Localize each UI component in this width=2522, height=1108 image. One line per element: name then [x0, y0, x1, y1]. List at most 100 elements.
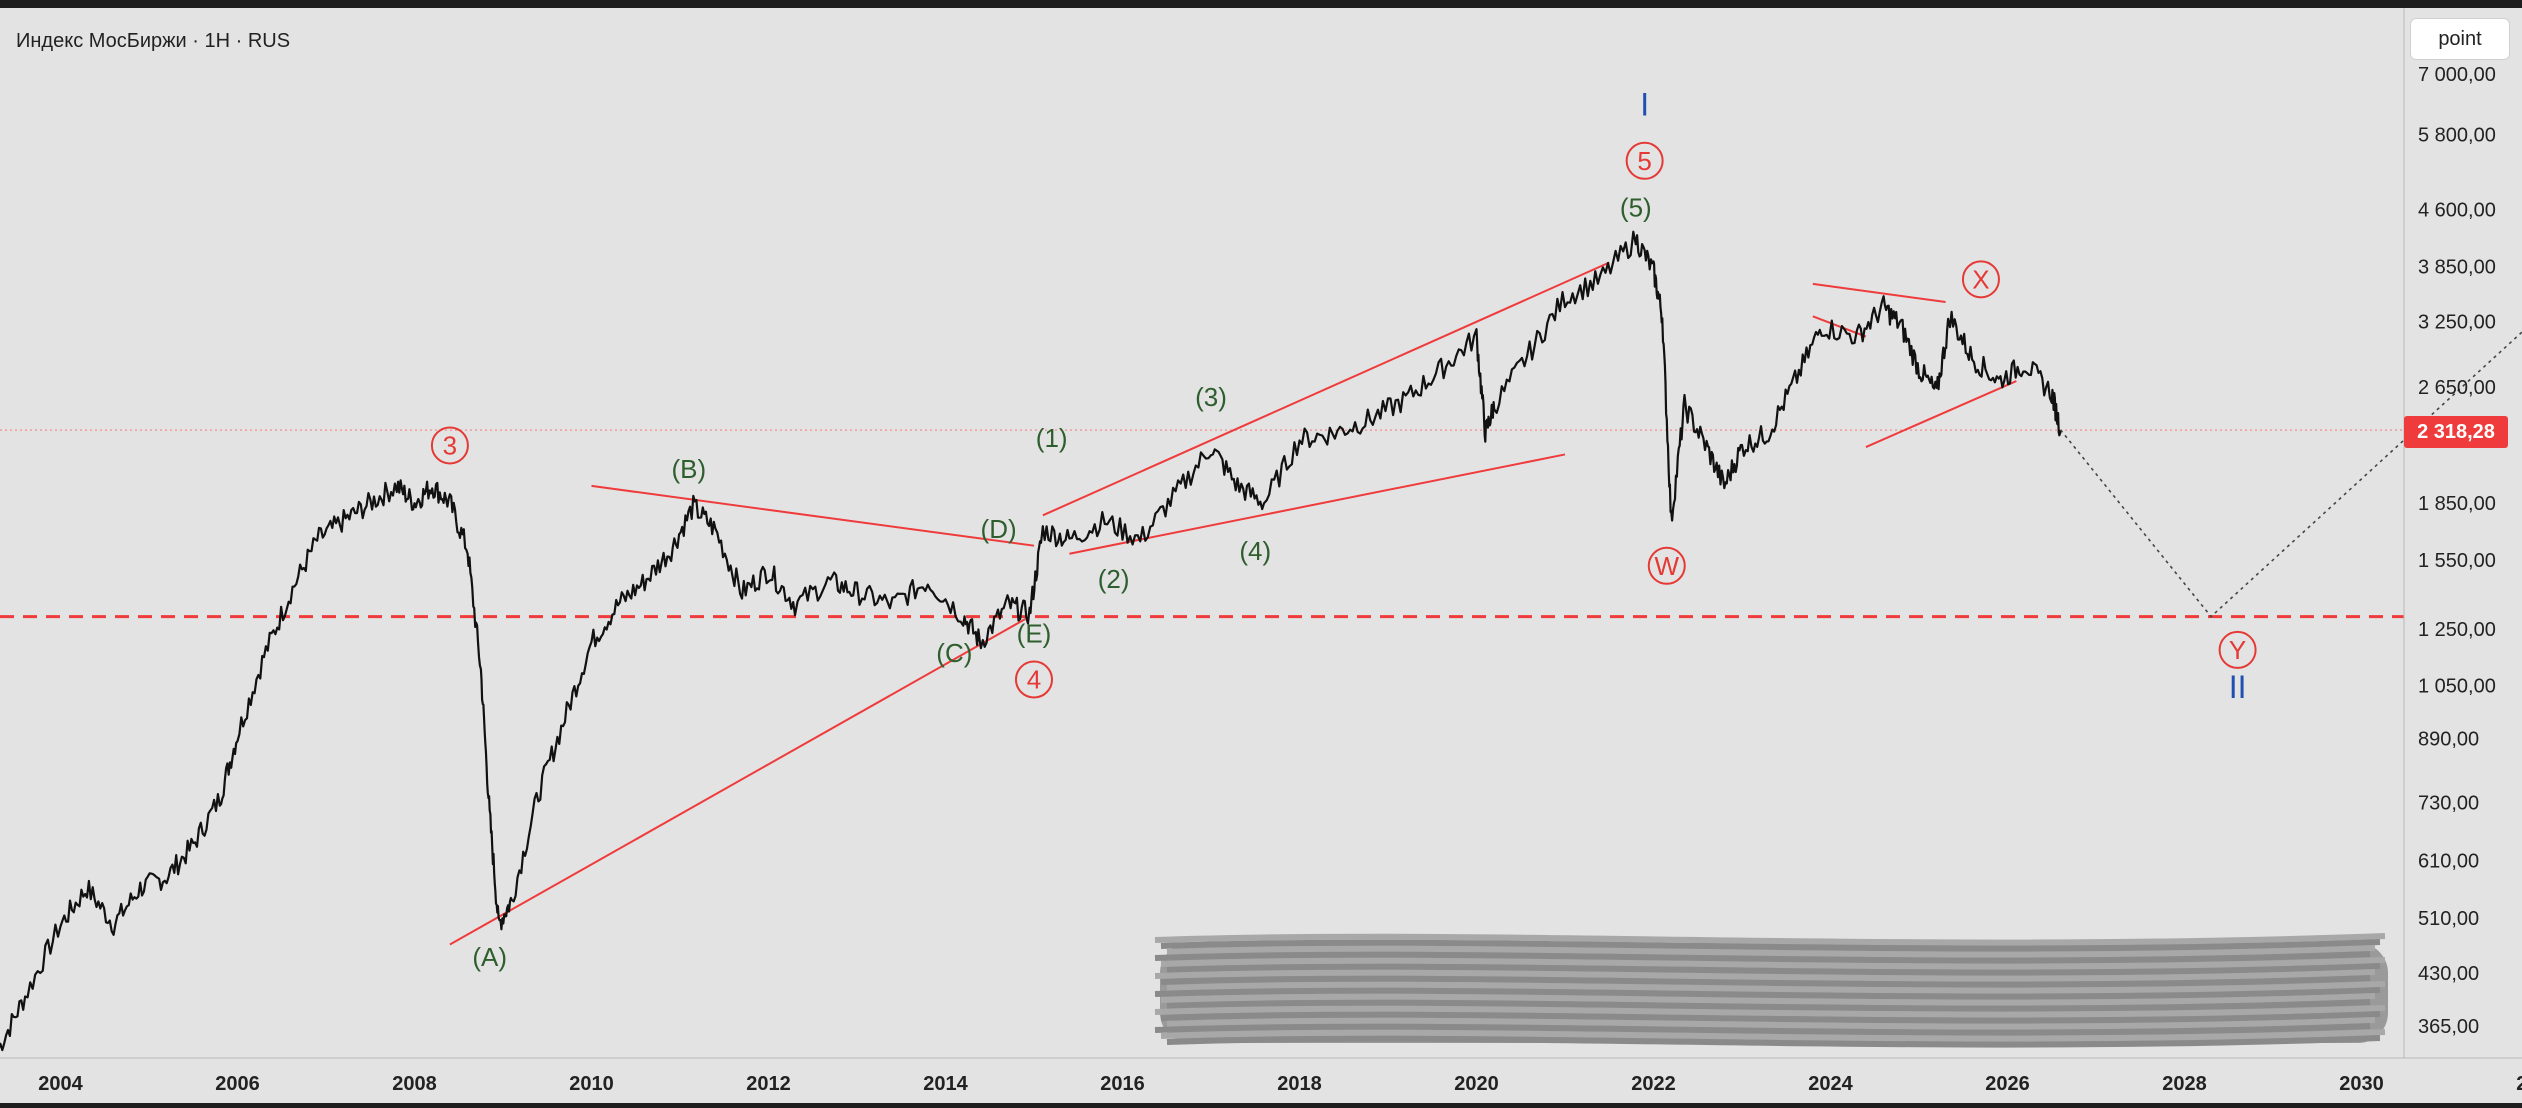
redaction-stroke: [1166, 1017, 2376, 1030]
time-tick-label: 2028: [2162, 1073, 2207, 1095]
time-axis[interactable]: 2004 2006 2008 2010 2012 2014 2016 2018 2020 2022…: [38, 1073, 2522, 1095]
time-tick-label: 2016: [1100, 1073, 1145, 1095]
price-tick-label: 1 850,00: [2418, 493, 2496, 515]
wave-label-14: Y: [2218, 630, 2257, 669]
chart-title: Индекс МосБиржи · 1H · RUS: [16, 30, 291, 52]
redaction-stroke: [1154, 1005, 2386, 1018]
price-axis[interactable]: 7 000,00 5 800,00 4 600,00 3 850,00 3 250,00…: [2418, 64, 2496, 1038]
redaction-stroke: [1154, 951, 2371, 964]
redacted-scribble: [1154, 933, 2388, 1048]
wave-label-16: II: [2229, 669, 2247, 705]
wave-label-text: (D): [981, 514, 1017, 544]
redaction-stroke: [1154, 987, 2381, 1000]
price-tick-label: 610,00: [2418, 850, 2479, 872]
wave-label-13: (C): [936, 638, 972, 668]
wave-label-9: (4): [1239, 536, 1271, 566]
redaction-stroke: [1166, 963, 2381, 976]
trendline-0: [449, 618, 1026, 946]
price-tick-label: 510,00: [2418, 908, 2479, 930]
time-tick-label: 2008: [392, 1073, 437, 1095]
time-tick-label: 2030: [2339, 1073, 2384, 1095]
time-tick-label: 2026: [1985, 1073, 2030, 1095]
wave-label-text: (2): [1098, 564, 1130, 594]
wave-label-text: (5): [1620, 192, 1652, 222]
wave-label-text: (B): [672, 454, 707, 484]
price-tick-label: 365,00: [2418, 1016, 2479, 1038]
price-tick-label: 1 050,00: [2418, 675, 2496, 697]
price-tick-label: 890,00: [2418, 729, 2479, 751]
time-tick-label: 2024: [1808, 1073, 1853, 1095]
time-tick-label: 2006: [215, 1073, 260, 1095]
wave-label-circle: [430, 426, 469, 465]
time-tick-label: 2014: [923, 1073, 968, 1095]
redaction-stroke: [1160, 939, 2381, 952]
price-tick-label: 430,00: [2418, 963, 2479, 985]
wave-label-circle: [1961, 260, 2000, 299]
price-series: [0, 230, 2062, 1052]
time-tick-label: 2018: [1277, 1073, 1322, 1095]
wave-label-text: (A): [472, 942, 507, 972]
wave-label-text: X: [1972, 264, 1989, 294]
trendline-6: [1865, 380, 2017, 448]
projection-line: [2059, 330, 2522, 618]
wave-label-7: (B): [672, 454, 707, 484]
trendline-1: [591, 484, 1035, 547]
wave-label-text: (C): [936, 638, 972, 668]
scale-mode-button[interactable]: point: [2410, 18, 2510, 60]
wave-label-8: (D): [981, 514, 1017, 544]
price-tick-label: 730,00: [2418, 793, 2479, 815]
price-tick-label: 2 650,00: [2418, 377, 2496, 399]
redaction-stroke: [1166, 999, 2371, 1012]
redaction-stroke: [1160, 1011, 2381, 1024]
trendline-3: [1069, 453, 1566, 555]
wave-label-text: (3): [1195, 382, 1227, 412]
wave-label-6: 3: [430, 426, 469, 465]
wave-label-4: (3): [1195, 382, 1227, 412]
wave-label-text: I: [1640, 87, 1649, 123]
price-tick-label: 3 250,00: [2418, 311, 2496, 333]
wave-label-5: (1): [1036, 423, 1068, 453]
price-tick-label: 1 550,00: [2418, 550, 2496, 572]
time-tick-label: 2020: [1454, 1073, 1499, 1095]
wave-label-text: (E): [1017, 618, 1052, 648]
chart-frame: I 5 (5) X (3) (1) 3 (B) (D) (4) W (2) (E) (C) Y 4 II (A) …: [0, 8, 2522, 1103]
price-tick-label: 4 600,00: [2418, 199, 2496, 221]
redaction-stroke: [1160, 993, 2376, 1006]
redaction-stroke: [1154, 933, 2386, 946]
wave-label-text: (1): [1036, 423, 1068, 453]
time-tick-label: 2010: [569, 1073, 614, 1095]
time-tick-label: 2022: [1631, 1073, 1676, 1095]
redaction-stroke: [1160, 1029, 2386, 1042]
wave-label-circle: [1625, 141, 1664, 180]
wave-label-1: 5: [1625, 141, 1664, 180]
wave-label-17: (A): [472, 942, 507, 972]
wave-label-text: 4: [1027, 665, 1041, 695]
time-tick-label: 2004: [38, 1073, 83, 1095]
redaction-stroke: [1154, 1023, 2371, 1036]
wave-label-circle: [1647, 546, 1686, 585]
redaction-stroke: [1160, 957, 2386, 970]
last-price-tag: 2 318,28: [2404, 416, 2508, 448]
wave-label-text: Y: [2229, 635, 2246, 665]
wave-label-text: II: [2229, 669, 2247, 705]
redaction-stroke: [1160, 975, 2371, 988]
wave-label-12: (E): [1017, 618, 1052, 648]
wave-label-text: 5: [1637, 146, 1651, 176]
wave-label-text: W: [1655, 551, 1680, 581]
chart-canvas[interactable]: I5(5)X(3)(1)3(B)(D)(4) W(2)(E)(C) Y4 II(A) …: [0, 8, 2522, 1103]
wave-label-circle: [2218, 630, 2257, 669]
time-tick-label: 2012: [746, 1073, 791, 1095]
trendline-2: [1042, 261, 1610, 517]
wave-label-text: 3: [443, 430, 457, 460]
wave-label-text: (4): [1239, 536, 1271, 566]
redaction-stroke: [1166, 981, 2386, 994]
redaction-stroke: [1166, 1035, 2381, 1048]
trendline-5: [1812, 282, 1946, 304]
wave-label-2: (5): [1620, 192, 1652, 222]
redaction-stroke: [1166, 945, 2376, 958]
price-tick-label: 1 250,00: [2418, 619, 2496, 641]
price-tick-label: 5 800,00: [2418, 125, 2496, 147]
price-tick-label: 7 000,00: [2418, 64, 2496, 86]
wave-label-3: X: [1961, 260, 2000, 299]
projection-path: [2059, 330, 2522, 618]
